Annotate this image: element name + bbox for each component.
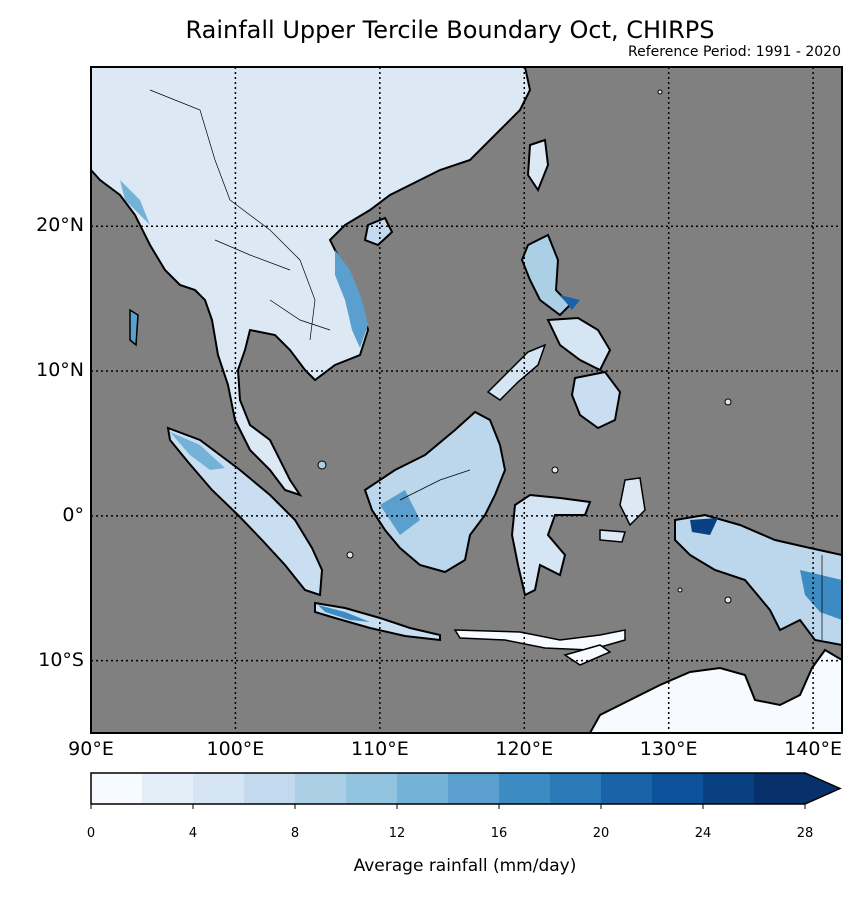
colorbar-bin [295,773,347,804]
visayas [546,316,612,372]
mindanao [570,370,622,430]
colorbar-tick-label: 24 [694,826,712,841]
latitude-label: 10°N [36,359,84,382]
reference-period: Reference Period: 1991 - 2020 [628,44,841,60]
colorbar-tick-label: 28 [796,826,814,841]
colorbar [90,772,842,809]
latitude-label: 20°N [36,214,84,237]
colorbar-bin [550,773,602,804]
colorbar-bin [142,773,194,804]
longitude-label: 140°E [784,738,842,760]
gridlines [91,67,842,733]
colorbar-tick-label: 20 [592,826,610,841]
longitude-label: 110°E [350,738,409,760]
sulawesi [510,493,592,597]
colorbar-tick-label: 16 [490,826,508,841]
colorbar-bin [397,773,449,804]
colorbar-bin [448,773,500,804]
hainan [363,216,394,247]
colorbar-bin [703,773,755,804]
latitude-label: 0° [62,503,84,526]
colorbar-bin [499,773,551,804]
mainland-asia [91,67,532,497]
map-title: Rainfall Upper Tercile Boundary Oct, CHI… [185,16,715,44]
colorbar-bin [193,773,245,804]
luzon [520,233,572,317]
longitude-label: 130°E [639,738,698,760]
colorbar-bin [244,773,296,804]
colorbar-tick-label: 8 [290,826,300,841]
colorbar-label: Average rainfall (mm/day) [353,856,577,876]
colorbar-bin [652,773,704,804]
country-borders [149,89,823,640]
java [314,601,441,642]
colorbar-bin [601,773,653,804]
longitude-label: 90°E [68,738,114,760]
colorbar-tick-label: 4 [188,826,198,841]
australia [588,648,842,733]
colorbar-bin [754,773,806,804]
new-guinea [674,513,842,647]
colorbar-bin [91,773,143,804]
taiwan [526,138,550,193]
latitude-label: 10°S [38,648,84,671]
colorbar-outline [90,772,842,805]
longitude-label: 100°E [206,738,265,760]
land-areas [91,67,842,733]
colorbar-bin [346,773,398,804]
map-frame [90,66,843,734]
colorbar-extend-arrow [805,773,840,804]
colorbar-tick-label: 12 [388,826,406,841]
colorbar-tick-label: 0 [86,826,96,841]
sumatra [166,426,324,597]
longitude-label: 120°E [495,738,554,760]
